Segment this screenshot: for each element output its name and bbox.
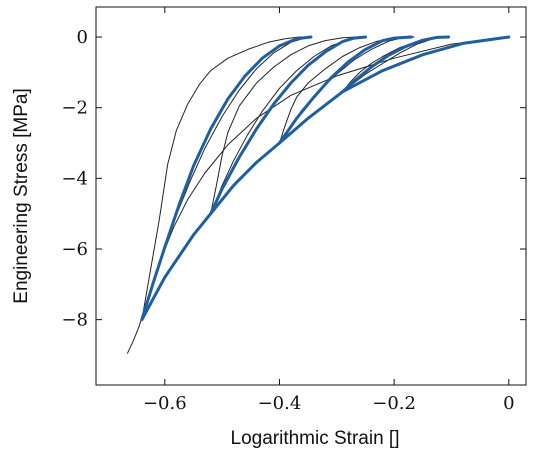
y-tick-label: −8 xyxy=(61,310,88,331)
x-tick-label: −0.6 xyxy=(143,393,187,414)
measured-curve-3 xyxy=(210,36,366,215)
x-tick-label: −0.4 xyxy=(258,393,302,414)
x-tick-label: 0 xyxy=(503,393,514,414)
fitted-curve-9 xyxy=(140,35,511,322)
y-axis-ticks: 0 −2 −4 −6 −8 xyxy=(61,27,526,331)
y-tick-label: −6 xyxy=(61,239,88,260)
fitted-curve-12 xyxy=(278,35,413,145)
plot-curves xyxy=(127,35,511,354)
fitted-curve-10 xyxy=(140,35,313,322)
y-tick-label: −2 xyxy=(61,98,88,119)
x-tick-label: −0.2 xyxy=(372,393,416,414)
plot-frame xyxy=(95,6,527,386)
x-axis-ticks: −0.6 −0.4 −0.2 0 xyxy=(143,7,515,414)
fitted-curve-11 xyxy=(209,35,367,216)
x-axis-label: Logarithmic Strain [] xyxy=(231,428,400,449)
fitted-curve-13 xyxy=(341,35,451,94)
measured-curve-1 xyxy=(141,36,312,321)
y-tick-label: −4 xyxy=(61,168,88,189)
y-axis-label: Engineering Stress [MPa] xyxy=(11,88,32,303)
y-tick-label: 0 xyxy=(77,27,88,48)
